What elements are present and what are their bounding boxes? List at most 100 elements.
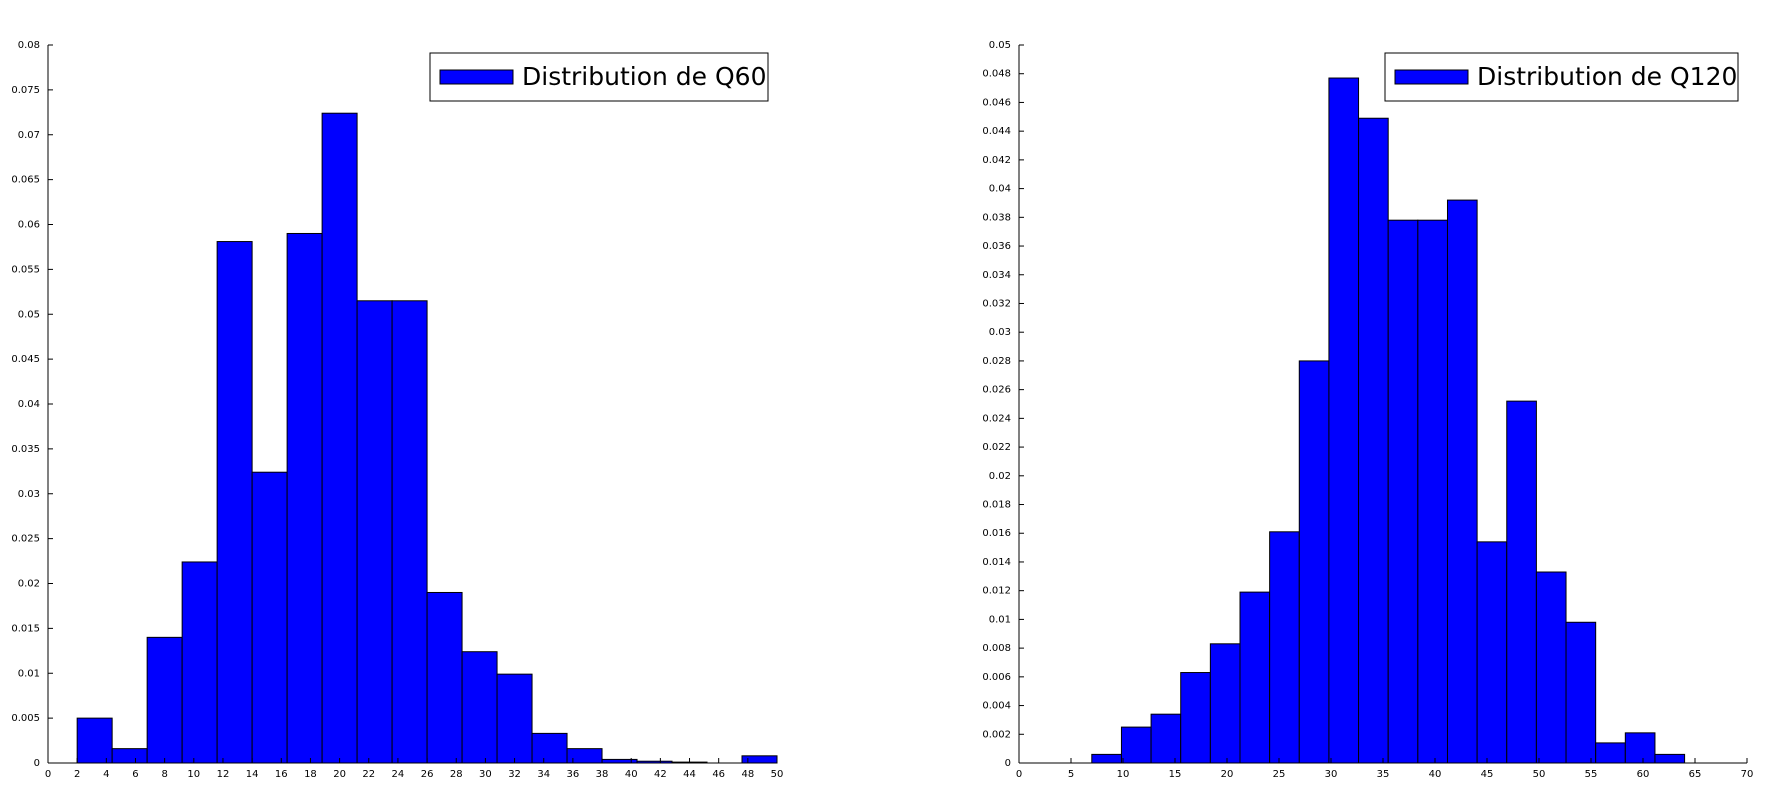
x-tick-label: 8 — [161, 769, 167, 780]
x-tick-label: 10 — [187, 769, 200, 780]
y-tick-label: 0.014 — [982, 557, 1011, 568]
y-tick-label: 0.08 — [18, 40, 40, 51]
y-tick-label: 0.034 — [982, 270, 1011, 281]
bar — [1654, 753, 1686, 764]
legend-label: Distribution de Q60 — [522, 62, 766, 91]
bar — [1358, 117, 1389, 764]
bar — [251, 471, 288, 764]
x-tick-label: 46 — [712, 769, 725, 780]
bar — [1328, 77, 1360, 764]
legend-swatch — [439, 69, 514, 85]
y-tick-label: 0.055 — [11, 264, 40, 275]
y-tick-label: 0.036 — [982, 241, 1011, 252]
x-tick-label: 55 — [1585, 769, 1598, 780]
x-tick-label: 70 — [1741, 769, 1754, 780]
y-tick-label: 0.042 — [982, 155, 1011, 166]
histogram-chart: 0 5 10 15 20 25 30 35 40 45 50 55 60 65 70 0 0.002 0.004 0… — [982, 40, 1753, 780]
x-tick-label: 10 — [1117, 769, 1130, 780]
y-tick-label: 0.02 — [989, 471, 1011, 482]
bar — [1624, 732, 1656, 764]
y-tick-label: 0.075 — [11, 85, 40, 96]
bar — [426, 591, 463, 764]
x-tick-label: 35 — [1377, 769, 1390, 780]
bar — [601, 758, 638, 764]
y-tick-label: 0.022 — [982, 442, 1011, 453]
x-tick-label: 14 — [246, 769, 259, 780]
y-tick-label: 0.004 — [982, 701, 1011, 712]
x-tick-label: 0 — [45, 769, 51, 780]
bar — [531, 732, 568, 764]
x-tick-label: 24 — [392, 769, 405, 780]
bar — [216, 241, 253, 764]
bar — [391, 300, 428, 764]
bar — [1209, 643, 1241, 764]
bar — [1565, 621, 1597, 764]
bar — [146, 636, 183, 764]
y-tick-label: 0.016 — [982, 528, 1011, 539]
y-tick-label: 0.018 — [982, 500, 1011, 511]
bar — [1387, 219, 1419, 764]
bar — [1120, 726, 1152, 764]
y-tick-label: 0.025 — [11, 534, 40, 545]
bar — [1150, 713, 1182, 764]
bar — [321, 112, 358, 764]
x-tick-label: 22 — [362, 769, 375, 780]
x-tick-label: 42 — [654, 769, 667, 780]
bar — [496, 673, 533, 764]
y-tick-label: 0.015 — [11, 623, 40, 634]
y-tick-label: 0 — [34, 758, 40, 769]
x-tick-label: 18 — [304, 769, 317, 780]
y-tick-label: 0.012 — [982, 586, 1011, 597]
y-tick-label: 0.026 — [982, 385, 1011, 396]
y-tick-label: 0.005 — [11, 713, 40, 724]
legend-swatch — [1394, 69, 1469, 85]
bar — [1446, 199, 1478, 764]
x-tick-label: 20 — [1221, 769, 1234, 780]
bar — [181, 561, 218, 764]
x-tick-label: 2 — [74, 769, 80, 780]
y-tick-label: 0.06 — [18, 220, 40, 231]
y-tick-label: 0.03 — [989, 327, 1011, 338]
y-tick-label: 0.044 — [982, 126, 1011, 137]
x-tick-label: 44 — [683, 769, 696, 780]
bar — [1506, 400, 1537, 764]
x-tick-label: 4 — [103, 769, 109, 780]
bar — [741, 755, 778, 764]
y-tick-label: 0.045 — [11, 354, 40, 365]
bar — [566, 748, 603, 764]
bar — [461, 651, 498, 764]
x-tick-label: 50 — [771, 769, 784, 780]
bar — [111, 748, 148, 764]
y-tick-label: 0.01 — [989, 614, 1011, 625]
bar — [1298, 360, 1330, 764]
bar — [1180, 672, 1211, 764]
y-tick-label: 0.04 — [989, 184, 1011, 195]
histogram-chart: 0 2 4 6 8 10 12 14 16 18 20 22 24 26 28 30 32 34 36 38 40 42 4… — [11, 40, 783, 780]
bar — [1091, 753, 1122, 764]
bar — [1535, 571, 1567, 764]
y-tick-label: 0 — [1005, 758, 1011, 769]
y-tick-label: 0.008 — [982, 643, 1011, 654]
y-tick-label: 0.038 — [982, 212, 1011, 223]
bar — [1269, 531, 1300, 764]
y-tick-label: 0.002 — [982, 729, 1011, 740]
x-tick-label: 20 — [333, 769, 346, 780]
bar — [286, 232, 323, 764]
x-tick-label: 30 — [479, 769, 492, 780]
x-tick-label: 45 — [1481, 769, 1494, 780]
x-tick-label: 26 — [421, 769, 434, 780]
x-tick-label: 30 — [1325, 769, 1338, 780]
x-tick-label: 50 — [1533, 769, 1546, 780]
bar — [1595, 742, 1626, 764]
x-tick-label: 5 — [1068, 769, 1074, 780]
x-tick-label: 36 — [567, 769, 580, 780]
x-tick-label: 25 — [1273, 769, 1286, 780]
x-tick-label: 48 — [741, 769, 754, 780]
y-tick-label: 0.05 — [989, 40, 1011, 51]
bar — [1417, 219, 1448, 764]
x-tick-label: 60 — [1637, 769, 1650, 780]
x-tick-label: 40 — [625, 769, 638, 780]
bar — [1239, 591, 1271, 764]
y-tick-label: 0.032 — [982, 298, 1011, 309]
